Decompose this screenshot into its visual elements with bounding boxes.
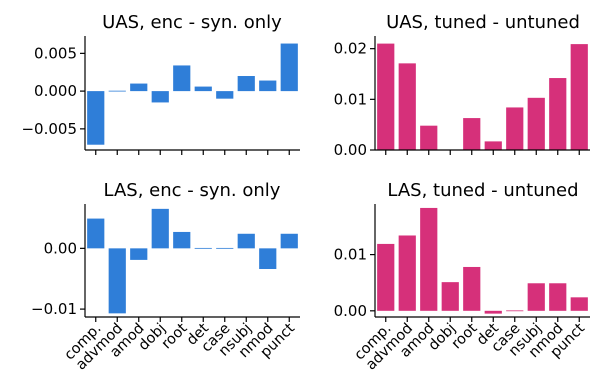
bar-case xyxy=(506,107,524,150)
bar-root xyxy=(463,266,481,311)
bar-nsubj xyxy=(527,283,545,311)
y-tick-label: 0.01 xyxy=(334,246,367,264)
chart-title: UAS, enc - syn. only xyxy=(102,12,282,33)
bar-amod xyxy=(420,207,438,311)
chart-title: LAS, tuned - untuned xyxy=(387,180,578,201)
bar-amod xyxy=(420,125,438,150)
bar-dobj xyxy=(151,208,169,249)
bar-det xyxy=(484,310,502,314)
bar-root xyxy=(173,65,191,92)
bar-case xyxy=(216,247,234,249)
y-tick-label: 0.00 xyxy=(44,239,77,257)
panel-las-tuned-untuned: LAS, tuned - untuned0.000.01comp.advmoda… xyxy=(334,180,590,373)
y-tick-label: −0.005 xyxy=(21,120,77,138)
bar-punct xyxy=(280,233,298,249)
panel-uas-enc-syn: UAS, enc - syn. only −0.005 0.000 0.005 xyxy=(21,12,300,155)
bar-det xyxy=(194,86,212,92)
y-tick-label: 0.02 xyxy=(334,40,367,58)
bar-punct xyxy=(570,44,588,150)
bar-advmod xyxy=(398,63,416,150)
bar-case xyxy=(216,91,234,99)
bar-nmod xyxy=(259,80,277,92)
bar-comp xyxy=(377,243,395,311)
bar-nsubj xyxy=(237,233,255,249)
panel-uas-tuned-untuned: UAS, tuned - untuned 0.00 0.01 0.02 xyxy=(334,12,590,159)
bar-punct xyxy=(570,297,588,311)
bar-advmod xyxy=(108,248,126,314)
bar-nmod xyxy=(259,248,277,270)
y-tick-label: 0.00 xyxy=(334,141,367,159)
bar-det xyxy=(484,141,502,150)
y-tick-label: −0.01 xyxy=(31,300,77,318)
bar-comp xyxy=(377,43,395,150)
y-tick-label: 0.000 xyxy=(34,82,77,100)
bar-det xyxy=(194,247,212,249)
panel-las-enc-syn: LAS, enc - syn. only−0.010.00comp.advmod… xyxy=(31,180,300,373)
y-tick-label: 0.00 xyxy=(334,302,367,320)
bar-comp xyxy=(87,218,105,249)
bar-root xyxy=(463,118,481,150)
bar-amod xyxy=(130,83,148,92)
chart-title: LAS, enc - syn. only xyxy=(104,180,281,201)
y-tick-label: 0.01 xyxy=(334,90,367,108)
bar-advmod xyxy=(108,90,126,92)
bar-root xyxy=(173,231,191,249)
bar-amod xyxy=(130,248,148,260)
bar-nsubj xyxy=(237,76,255,92)
chart-title: UAS, tuned - untuned xyxy=(386,12,580,33)
bar-advmod xyxy=(398,235,416,311)
bar-comp xyxy=(87,91,105,145)
bar-punct xyxy=(280,43,298,92)
y-tick-label: 0.005 xyxy=(34,44,77,62)
bar-nmod xyxy=(549,78,567,150)
bar-dobj xyxy=(441,282,459,311)
bar-nsubj xyxy=(527,97,545,150)
bar-case xyxy=(506,310,524,312)
bar-nmod xyxy=(549,283,567,311)
bar-dobj xyxy=(151,91,169,103)
